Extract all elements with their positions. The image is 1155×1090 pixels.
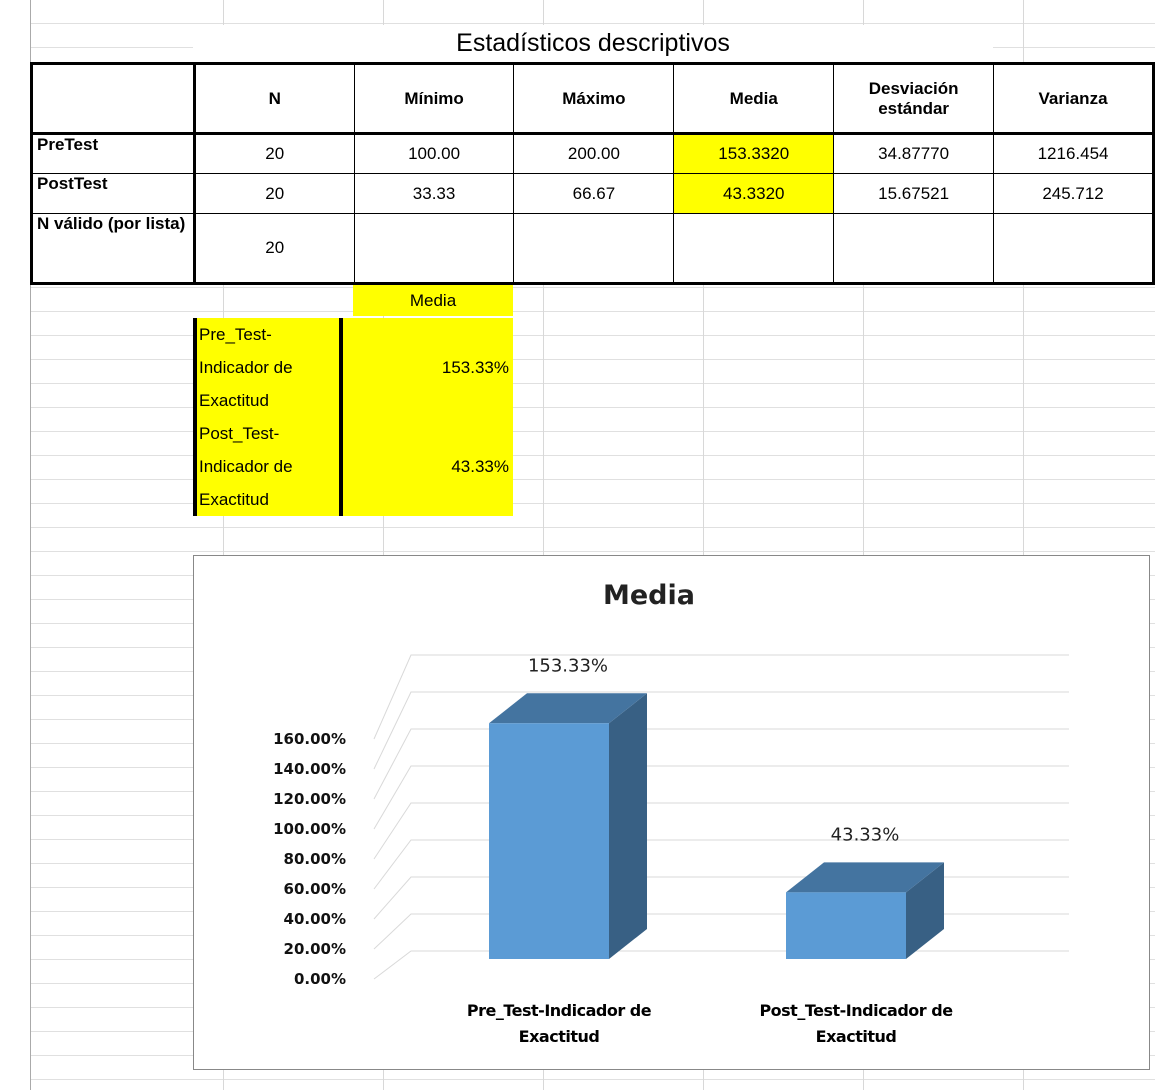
cell: 153.3320 (673, 133, 835, 174)
row-label: PreTest (31, 133, 196, 174)
header-cell: Varianza (993, 63, 1154, 135)
media-label: Post_Test-Indicador de Exactitud (193, 417, 343, 516)
grid-line (373, 876, 1069, 920)
bar-side (906, 862, 944, 959)
row: PostTest 20 33.33 66.67 43.3320 15.67521… (31, 173, 1154, 214)
table-title: Estadísticos descriptivos (193, 25, 993, 62)
bar-top (786, 862, 944, 893)
cell (833, 213, 995, 284)
y-tick-label: 40.00% (284, 910, 346, 928)
y-tick-label: 0.00% (294, 970, 346, 988)
media-table: Pre_Test-Indicador de Exactitud 153.33% … (193, 318, 513, 516)
value-label: 153.33% (528, 655, 608, 676)
header-cell: Desviación estándar (833, 63, 995, 135)
bar (786, 892, 906, 959)
grid-line (373, 765, 1069, 830)
y-tick-label: 140.00% (273, 760, 346, 778)
stats-table: N Mínimo Máximo Media Desviación estánda… (30, 62, 1155, 285)
cell: 34.87770 (833, 133, 995, 174)
header-cell: Media (673, 63, 835, 135)
header-cell: Mínimo (353, 63, 515, 135)
row-label: N válido (por lista) (31, 213, 196, 284)
grid-line (373, 654, 1069, 740)
header-cell: N (193, 63, 355, 135)
media-header: Media (353, 285, 513, 316)
x-tick-label: Pre_Test-Indicador de Exactitud (466, 1001, 652, 1046)
y-tick-label: 160.00% (273, 730, 346, 748)
x-tick-label: Post_Test-Indicador de Exactitud (759, 1001, 953, 1046)
y-tick-label: 80.00% (284, 850, 346, 868)
header-cell (31, 63, 196, 135)
cell: 20 (193, 173, 355, 214)
header-row: N Mínimo Máximo Media Desviación estánda… (31, 63, 1154, 135)
cell: 15.67521 (833, 173, 995, 214)
media-value: 153.33% (441, 358, 509, 377)
y-tick-label: 120.00% (273, 790, 346, 808)
value-label: 43.33% (831, 824, 900, 845)
cell: 245.712 (993, 173, 1154, 214)
y-tick-label: 20.00% (284, 940, 346, 958)
grid-line (373, 839, 1069, 890)
cell: 43.3320 (673, 173, 835, 214)
cell: 66.67 (513, 173, 675, 214)
media-label: Pre_Test-Indicador de Exactitud (193, 318, 343, 417)
bar-top (489, 693, 647, 724)
cell: 100.00 (353, 133, 515, 174)
row: N válido (por lista) 20 (31, 213, 1154, 284)
media-value: 43.33% (451, 457, 509, 476)
row-label: PostTest (31, 173, 196, 214)
media-row: Pre_Test-Indicador de Exactitud 153.33% (193, 318, 513, 417)
bar-side (609, 693, 647, 959)
chart-title: Media (603, 580, 695, 611)
cell: 200.00 (513, 133, 675, 174)
y-tick-label: 100.00% (273, 820, 346, 838)
cell: 1216.454 (993, 133, 1154, 174)
bar (489, 723, 609, 959)
header-cell: Máximo (513, 63, 675, 135)
media-row: Post_Test-Indicador de Exactitud 43.33% (193, 417, 513, 516)
grid-line (373, 802, 1069, 860)
grid-line (373, 950, 1069, 980)
chart-box: Media 0.00% 20.00% 40.00% 60.00% 80.00% 100.0… (193, 555, 1150, 1070)
y-tick-label: 60.00% (284, 880, 346, 898)
cell (353, 213, 515, 284)
cell (513, 213, 675, 284)
cell (673, 213, 835, 284)
grid-line (373, 691, 1069, 770)
cell: 33.33 (353, 173, 515, 214)
chart: Media 0.00% 20.00% 40.00% 60.00% 80.00% 100.0… (273, 580, 1069, 988)
cell (993, 213, 1154, 284)
row: PreTest 20 100.00 200.00 153.3320 34.877… (31, 133, 1154, 174)
cell: 20 (193, 133, 355, 174)
grid-line (373, 913, 1069, 950)
cell: 20 (193, 213, 355, 284)
grid-line (373, 728, 1069, 800)
